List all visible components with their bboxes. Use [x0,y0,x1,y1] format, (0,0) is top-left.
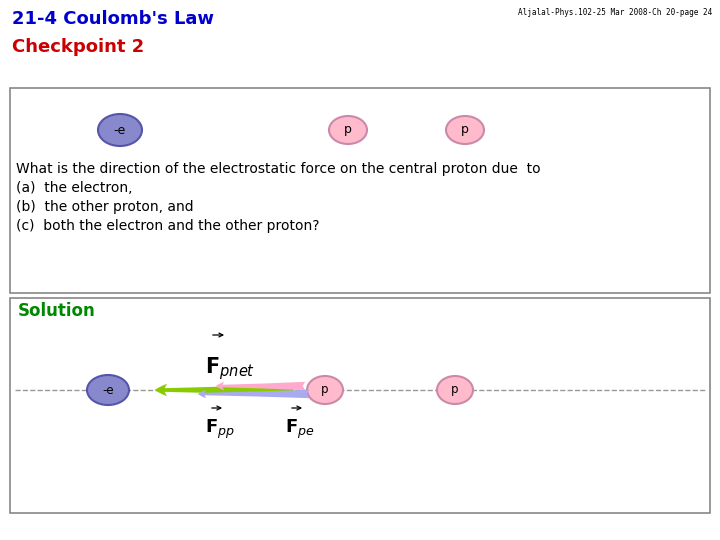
Text: (b)  the other proton, and: (b) the other proton, and [16,200,194,214]
Text: -e: -e [102,383,114,396]
Ellipse shape [307,376,343,404]
Text: Solution: Solution [18,302,96,320]
Text: What is the direction of the electrostatic force on the central proton due  to: What is the direction of the electrostat… [16,162,541,176]
Text: -e: -e [114,124,126,137]
Text: Aljalal-Phys.102-25 Mar 2008-Ch 20-page 24: Aljalal-Phys.102-25 Mar 2008-Ch 20-page … [518,8,712,17]
Text: $\mathbf{F}_{pnet}$: $\mathbf{F}_{pnet}$ [205,355,255,382]
Bar [10,88,710,293]
Ellipse shape [87,375,129,405]
Text: p: p [321,383,329,396]
Text: p: p [451,383,459,396]
Ellipse shape [329,116,367,144]
Text: 21-4 Coulomb's Law: 21-4 Coulomb's Law [12,10,214,28]
Text: p: p [344,124,352,137]
Text: Checkpoint 2: Checkpoint 2 [12,38,144,56]
Text: $\mathbf{F}_{pe}$: $\mathbf{F}_{pe}$ [285,418,315,441]
Bar [10,298,710,513]
Text: (a)  the electron,: (a) the electron, [16,181,132,195]
Text: (c)  both the electron and the other proton?: (c) both the electron and the other prot… [16,219,320,233]
Text: $\mathbf{F}_{pp}$: $\mathbf{F}_{pp}$ [205,418,235,441]
Ellipse shape [446,116,484,144]
Ellipse shape [98,114,142,146]
Text: p: p [461,124,469,137]
Ellipse shape [437,376,473,404]
